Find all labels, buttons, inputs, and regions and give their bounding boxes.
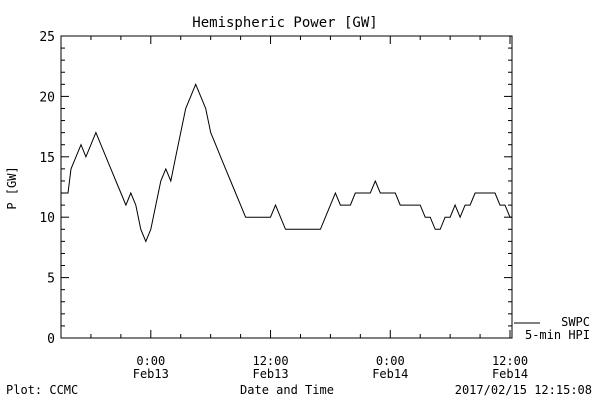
legend-line-1: SWPC	[561, 315, 590, 329]
chart-title: Hemispheric Power [GW]	[192, 15, 377, 31]
y-tick-label: 25	[39, 30, 55, 45]
y-tick-label: 0	[47, 332, 55, 347]
x-tick-time-label: 0:00	[136, 354, 165, 368]
x-tick-date-label: Feb14	[372, 367, 408, 381]
plot-frame	[60, 35, 513, 339]
y-tick-label: 10	[39, 211, 55, 226]
y-tick-label: 15	[39, 151, 55, 166]
footer-left: Plot: CCMC	[6, 383, 78, 397]
x-tick-time-label: 0:00	[376, 354, 405, 368]
footer-right: 2017/02/15 12:15:08	[455, 383, 592, 397]
y-tick-label: 5	[47, 272, 55, 287]
x-tick-date-label: Feb13	[252, 367, 288, 381]
x-tick-date-label: Feb14	[492, 367, 528, 381]
y-axis: 0 5 10 15 20 25	[39, 30, 512, 347]
x-tick-date-label: Feb13	[133, 367, 169, 381]
legend: SWPC 5-min HPI	[514, 315, 590, 342]
x-tick-time-label: 12:00	[492, 354, 528, 368]
legend-line-2: 5-min HPI	[525, 328, 590, 342]
x-axis-label: Date and Time	[240, 383, 334, 397]
y-tick-label: 20	[39, 90, 55, 105]
hpi-series-line	[61, 82, 512, 243]
y-axis-label: P [GW]	[5, 166, 19, 209]
x-tick-time-label: 12:00	[252, 354, 288, 368]
